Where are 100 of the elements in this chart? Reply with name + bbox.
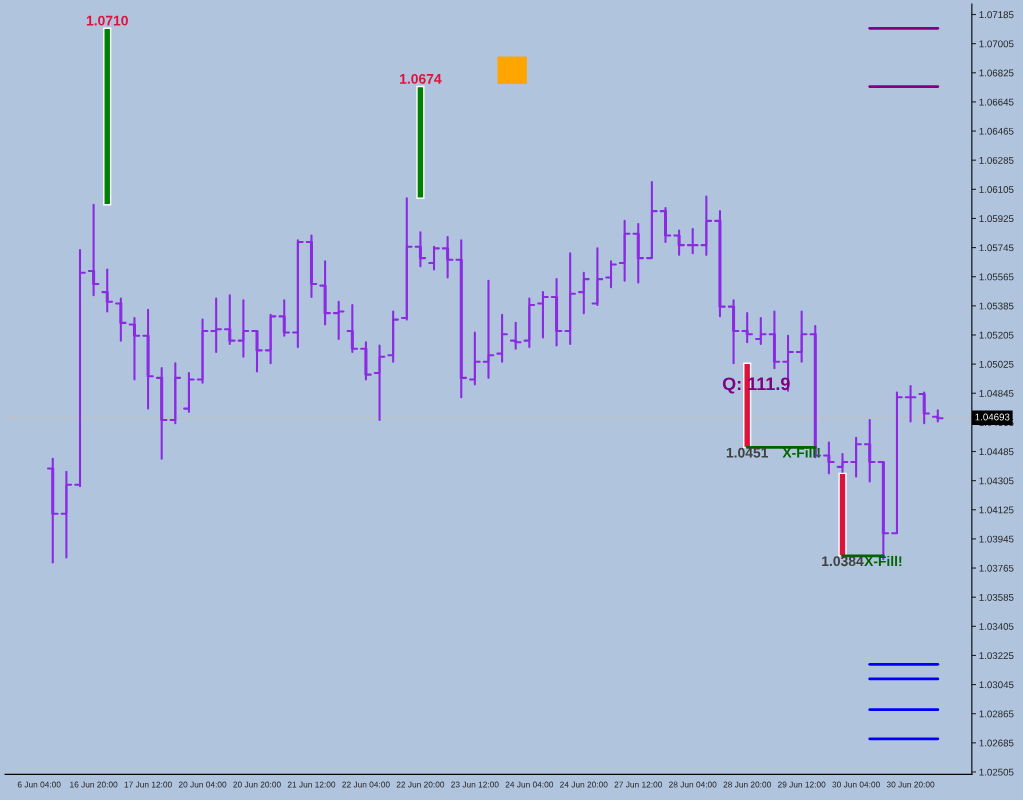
candlestick: [741, 312, 753, 344]
candlestick: [441, 236, 454, 279]
y-tick-label: 1.04485: [979, 448, 1014, 456]
candlestick: [863, 418, 876, 483]
candlestick: [850, 436, 862, 478]
candlestick: [496, 313, 508, 363]
y-tick-label: 1.06465: [979, 127, 1014, 135]
candlestick: [60, 470, 73, 559]
candlestick: [904, 384, 917, 423]
candlestick: [292, 239, 304, 349]
y-tick-label: 1.04125: [979, 506, 1014, 514]
candlestick: [932, 409, 944, 423]
candlestick: [155, 367, 168, 460]
x-tick-label: 29 Jun 12:00: [777, 781, 826, 788]
candlestick: [196, 318, 209, 384]
y-tick-label: 1.05745: [979, 244, 1014, 252]
y-tick-label: 1.03405: [979, 623, 1014, 630]
candlestick: [523, 297, 536, 349]
x-tick-label: 28 Jun 20:00: [723, 781, 771, 788]
y-tick-label: 1.05565: [979, 273, 1014, 281]
candlestick: [428, 245, 440, 271]
candlestick: [673, 229, 685, 256]
candlestick: [768, 310, 781, 370]
candlestick: [346, 304, 359, 354]
candlestick: [659, 206, 672, 243]
candlestick: [360, 341, 372, 381]
data-label: X-Fill!: [864, 555, 902, 566]
candlestick: [700, 195, 713, 256]
candlestick: [550, 278, 563, 347]
candlestick: [577, 271, 590, 315]
y-tick-label: 1.05385: [979, 302, 1014, 310]
candlestick: [482, 279, 495, 379]
candlestick: [305, 234, 318, 298]
candlestick: [87, 203, 100, 297]
y-tick-label: 1.03765: [979, 564, 1014, 572]
data-label: 1.0384: [822, 556, 864, 567]
y-tick-label: 1.04305: [979, 477, 1014, 485]
candlestick: [400, 197, 413, 321]
candlestick: [414, 231, 427, 268]
y-tick-label: 1.05025: [979, 360, 1014, 368]
x-tick-label: 22 Jun 20:00: [396, 781, 445, 788]
y-tick-label: 1.03225: [979, 652, 1014, 660]
data-label: 1.0451: [726, 447, 769, 458]
candlestick: [101, 268, 114, 313]
candlestick: [755, 316, 767, 345]
y-tick-label: 1.04845: [979, 389, 1014, 397]
candlestick: [278, 299, 291, 337]
candlestick: [727, 299, 740, 365]
ref-line-label: 1.04693: [975, 413, 1010, 421]
candlestick: [537, 291, 549, 339]
candlestick: [319, 260, 331, 326]
y-tick-label: 1.06825: [979, 69, 1014, 77]
x-tick-label: 27 Jun 12:00: [614, 781, 663, 788]
candlestick: [455, 239, 468, 399]
candlestick: [387, 310, 399, 363]
y-tick-label: 1.05925: [979, 215, 1014, 223]
y-tick-label: 1.02685: [979, 739, 1014, 747]
candlestick: [686, 227, 699, 255]
candlestick: [618, 219, 631, 282]
x-tick-label: 16 Jun 20:00: [70, 781, 118, 788]
bar: [103, 27, 112, 206]
candlestick: [332, 300, 345, 341]
x-tick-label: 24 Jun 04:00: [505, 781, 554, 788]
bar: [838, 472, 847, 557]
x-tick-label: 6 Jun 04:00: [17, 781, 61, 788]
candlestick: [564, 252, 576, 345]
candlestick: [373, 344, 386, 421]
y-tick-label: 1.02505: [979, 768, 1014, 776]
y-tick-label: 1.06645: [979, 98, 1014, 106]
candlestick: [591, 247, 604, 307]
x-tick-label: 17 Jun 12:00: [124, 781, 172, 788]
y-tick-label: 1.03585: [979, 593, 1014, 601]
candlestick: [646, 180, 658, 260]
x-tick-label: 30 Jun 20:00: [886, 781, 935, 788]
candlestick: [115, 297, 127, 342]
x-tick-label: 30 Jun 04:00: [832, 781, 880, 788]
y-tick-label: 1.06285: [979, 156, 1014, 164]
y-tick-label: 1.02865: [979, 710, 1014, 718]
y-tick-label: 1.03945: [979, 535, 1014, 543]
x-tick-label: 20 Jun 20:00: [233, 781, 281, 788]
candlestick: [836, 452, 849, 475]
data-label: 1.0710: [86, 15, 128, 26]
y-tick-label: 1.06105: [979, 186, 1014, 193]
y-tick-label: 1.07185: [979, 11, 1014, 19]
candlestick: [795, 310, 808, 363]
candlestick: [210, 297, 222, 354]
candlestick: [251, 329, 263, 373]
candlestick: [823, 441, 835, 475]
candlestick: [918, 391, 930, 425]
candlestick: [128, 316, 141, 381]
data-label: 1.0674: [400, 73, 442, 84]
bar: [416, 85, 425, 199]
candlestick: [891, 391, 903, 535]
x-tick-label: 28 Jun 04:00: [669, 781, 717, 788]
candlestick: [632, 223, 645, 284]
x-tick-label: 23 Jun 12:00: [451, 781, 499, 788]
candlestick: [183, 371, 195, 413]
candlestick: [509, 321, 522, 350]
x-tick-label: 22 Jun 04:00: [342, 781, 390, 788]
candlestick: [237, 299, 250, 358]
